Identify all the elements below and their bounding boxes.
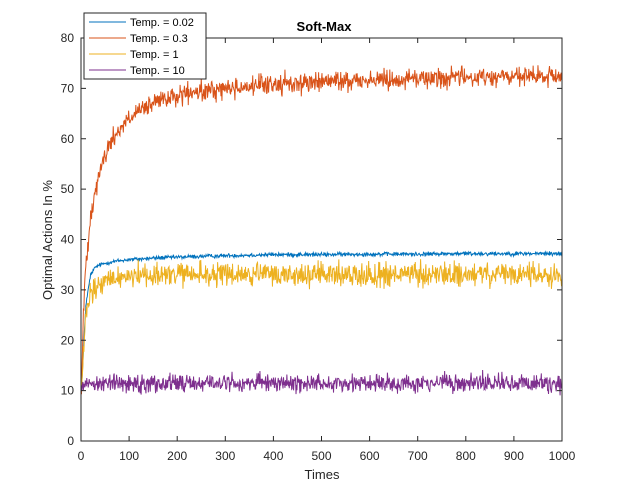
- legend-label: Temp. = 10: [130, 65, 185, 77]
- x-tick-label: 300: [215, 449, 235, 463]
- x-tick-label: 0: [78, 449, 85, 463]
- plot-lines: [80, 65, 563, 396]
- legend: Temp. = 0.02 Temp. = 0.3 Temp. = 1 Temp. = …: [83, 12, 207, 80]
- x-axis-ticks: 0 100 200 300 400 500 600 700 800 900 1000: [78, 38, 576, 463]
- x-tick-label: 200: [167, 449, 187, 463]
- x-tick-label: 900: [504, 449, 524, 463]
- x-tick-label: 100: [119, 449, 139, 463]
- x-tick-label: 700: [408, 449, 428, 463]
- legend-box: [83, 12, 207, 80]
- y-axis-label: Optimal Actions In %: [40, 180, 55, 300]
- y-tick-label: 30: [61, 283, 75, 297]
- series-line: [80, 370, 563, 396]
- y-tick-label: 50: [61, 182, 75, 196]
- series-line: [80, 250, 563, 393]
- y-tick-label: 0: [67, 434, 74, 448]
- y-tick-label: 10: [61, 384, 75, 398]
- x-axis-label: Times: [305, 467, 340, 482]
- x-tick-label: 600: [360, 449, 380, 463]
- x-tick-label: 500: [311, 449, 331, 463]
- x-tick-label: 800: [456, 449, 476, 463]
- series-line: [80, 65, 563, 395]
- y-tick-label: 70: [61, 81, 75, 95]
- legend-label: Temp. = 1: [130, 49, 179, 61]
- y-tick-label: 60: [61, 132, 75, 146]
- y-tick-label: 40: [61, 233, 75, 247]
- legend-label: Temp. = 0.02: [130, 17, 194, 29]
- y-tick-label: 20: [61, 333, 75, 347]
- chart-title: Soft-Max: [297, 19, 353, 34]
- y-tick-label: 80: [61, 31, 75, 45]
- x-tick-label: 1000: [549, 449, 576, 463]
- x-tick-label: 400: [263, 449, 283, 463]
- y-axis-ticks: 0 10 20 30 40 50 60 70 80: [61, 31, 562, 448]
- legend-label: Temp. = 0.3: [130, 33, 188, 45]
- series-line: [80, 259, 563, 389]
